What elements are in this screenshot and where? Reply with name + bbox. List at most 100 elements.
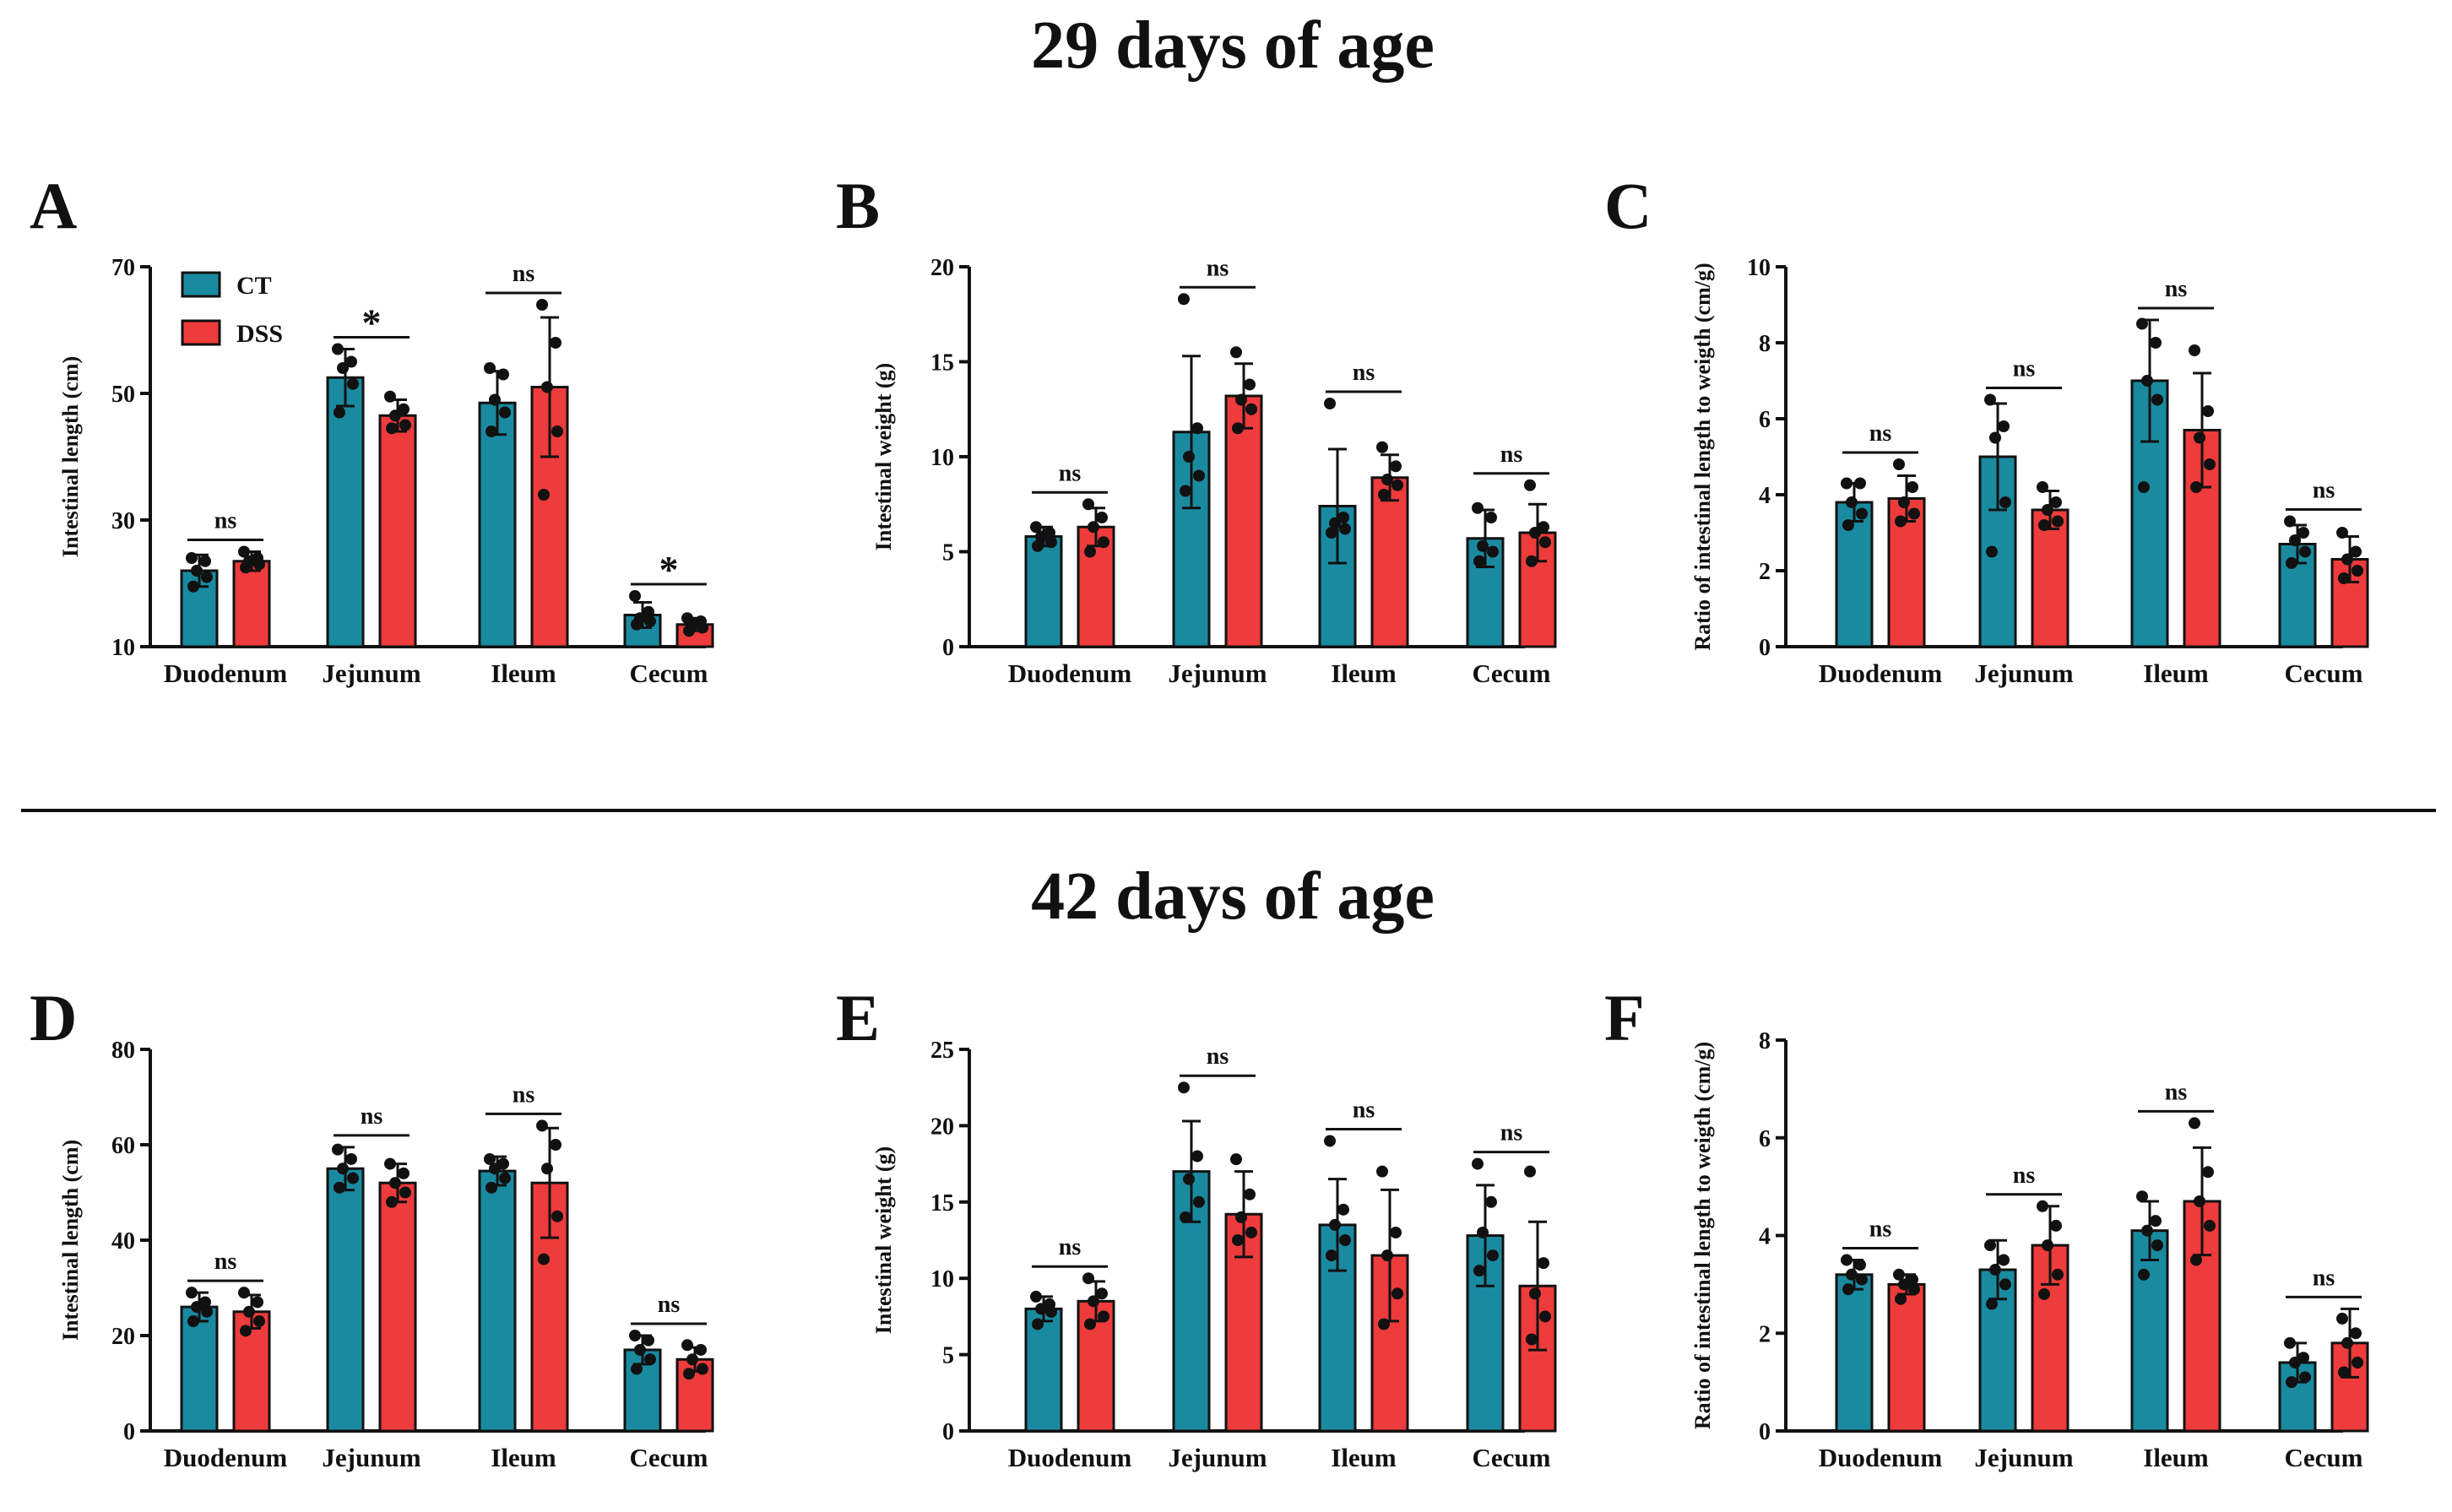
significance-label: ns: [2165, 276, 2188, 302]
data-point: [2050, 1219, 2062, 1232]
data-point: [1998, 1254, 2010, 1266]
data-point: [541, 381, 553, 393]
data-point: [2189, 1117, 2200, 1130]
data-point: [631, 1363, 643, 1375]
data-point: [2189, 344, 2200, 356]
bar-dss-jejunum: [2031, 508, 2070, 648]
data-point: [1180, 1211, 1191, 1223]
data-point: [1337, 1203, 1349, 1216]
data-point: [551, 1210, 563, 1222]
data-point: [1244, 1188, 1256, 1200]
data-point: [2286, 1376, 2297, 1389]
y-tick-label: 6: [1759, 1126, 1771, 1152]
y-tick-label: 20: [930, 255, 954, 281]
data-point: [1487, 545, 1499, 558]
data-point: [386, 422, 398, 435]
data-point: [1082, 1272, 1094, 1285]
data-point: [1191, 422, 1203, 435]
y-axis-label: Ratio of intestinal length to weigth (cm…: [1690, 1042, 1715, 1429]
data-point: [2150, 337, 2162, 349]
data-point: [1324, 398, 1336, 409]
y-tick-label: 0: [1759, 1419, 1771, 1445]
data-point: [1230, 346, 1242, 359]
category-label-jejunum: Jejunum: [1168, 1443, 1267, 1472]
significance-label: ns: [2313, 478, 2335, 504]
data-point: [1856, 507, 1868, 520]
y-tick-label: 5: [942, 540, 954, 566]
data-point: [1376, 441, 1388, 453]
data-point: [536, 1119, 548, 1132]
data-point: [240, 1325, 252, 1337]
data-point: [1084, 545, 1096, 558]
data-point: [240, 561, 252, 574]
y-axis-label: Intestinal weight (g): [871, 363, 896, 550]
data-point: [1032, 539, 1044, 552]
panel-letter-E: E: [836, 981, 880, 1054]
y-axis-label: Intestinal length (cm): [58, 1140, 83, 1341]
significance-label: ns: [2165, 1079, 2188, 1105]
data-point: [2352, 1356, 2363, 1368]
data-point: [1030, 1290, 1042, 1303]
data-point: [252, 1296, 263, 1309]
data-point: [2138, 1268, 2150, 1281]
data-point: [1178, 1081, 1190, 1094]
data-point: [486, 425, 497, 437]
bar-dss-duodenum: [1077, 525, 1115, 648]
y-axis-label: Intestinal weight (g): [871, 1146, 896, 1334]
bar-ct-jejunum: [326, 376, 365, 648]
bar-ct-duodenum: [1024, 535, 1063, 648]
data-point: [1326, 527, 1337, 539]
data-point: [1232, 422, 1244, 435]
data-point: [1893, 1268, 1905, 1281]
data-point: [1381, 474, 1393, 485]
bar-ct-duodenum: [1835, 1273, 1874, 1433]
data-point: [1538, 521, 1549, 534]
data-point: [201, 1305, 213, 1318]
category-label-cecum: Cecum: [2285, 1443, 2363, 1472]
data-point: [337, 1162, 349, 1175]
data-point: [1473, 1265, 1485, 1277]
data-point: [2151, 393, 2163, 406]
data-point: [2202, 1166, 2214, 1179]
significance-label: *: [362, 301, 382, 344]
category-label-jejunum: Jejunum: [1974, 1443, 2073, 1472]
data-point: [1526, 1333, 1538, 1346]
data-point: [1339, 523, 1351, 535]
data-point: [337, 362, 349, 374]
y-tick-label: 2: [1759, 1321, 1771, 1347]
category-label-cecum: Cecum: [630, 1443, 708, 1472]
data-point: [2284, 1336, 2296, 1349]
chart-panel-E: E Intestinal weight (g) 0 5 10 15 20 25 Duodenum…: [836, 981, 1557, 1472]
data-point: [1473, 555, 1485, 567]
data-point: [499, 406, 511, 419]
data-point: [2141, 375, 2153, 387]
chart-panel-B: B Intestinal weight (g) 0 5 10 15 20 Duodenum ns…: [836, 169, 1557, 688]
data-point: [2341, 1336, 2353, 1349]
data-point: [2194, 1195, 2205, 1207]
data-point: [1529, 1287, 1541, 1300]
significance-label: ns: [1500, 1120, 1523, 1146]
data-point: [2052, 1268, 2064, 1281]
data-point: [2038, 519, 2050, 531]
data-point: [201, 571, 213, 583]
data-point: [1337, 512, 1349, 523]
data-point: [2037, 481, 2048, 493]
bar-dss-duodenum: [232, 560, 271, 648]
data-point: [1524, 1165, 1536, 1178]
data-point: [191, 565, 203, 577]
y-tick-label: 70: [111, 255, 135, 281]
legend-swatch-ct: [181, 271, 221, 298]
bar-dss-jejunum: [378, 1181, 417, 1433]
data-point: [538, 489, 550, 501]
data-point: [1045, 536, 1057, 549]
category-label-cecum: Cecum: [2285, 658, 2363, 688]
y-tick-label: 25: [930, 1038, 954, 1064]
category-label-duodenum: Duodenum: [1008, 1443, 1132, 1472]
data-point: [1378, 489, 1390, 501]
y-tick-label: 20: [111, 1324, 135, 1350]
significance-label: ns: [658, 1292, 681, 1318]
data-point: [334, 1181, 345, 1194]
y-tick-label: 15: [930, 1190, 954, 1217]
data-point: [644, 615, 656, 627]
